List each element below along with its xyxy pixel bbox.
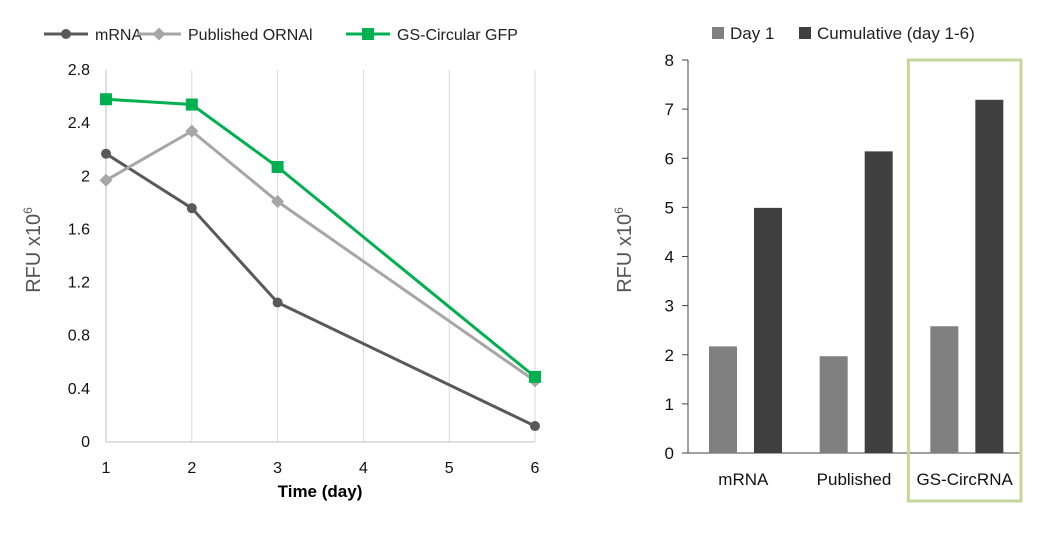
bar-chart-y-tick-label: 6 — [665, 149, 674, 168]
bar-chart: 0 1 2 3 4 5 6 7 8 mRNA Published GS-CircRNA Day 1 C… — [612, 24, 1023, 503]
line-chart-x-tick-label: 2 — [187, 460, 196, 477]
bar-cumulative-day-1-6-gs-circrna — [975, 99, 1004, 453]
data-point-published-ornal — [99, 173, 113, 187]
line-chart-x-tick-label: 1 — [102, 460, 111, 477]
bar-cumulative-day-1-6-mrna — [754, 207, 782, 453]
line-chart-legend: mRNA Published ORNAl GS-Circular GFP — [44, 27, 518, 44]
legend-swatch-cumulative-day-1-6 — [799, 27, 811, 39]
bar-chart-legend: Day 1 Cumulative (day 1-6) — [712, 24, 975, 43]
line-chart-x-axis-title: Time (day) — [278, 482, 363, 501]
series-line-gs-circular-gfp — [105, 97, 536, 379]
bar-chart-x-tick-label: mRNA — [718, 470, 769, 489]
bar-chart-y-tick-label: 0 — [665, 444, 674, 463]
line-chart-gridlines — [191, 70, 536, 442]
bar-chart-y-tick-label: 2 — [665, 346, 674, 365]
line-chart-x-ticks: 1 2 3 4 5 6 — [102, 460, 540, 477]
legend-label-cumulative-day-1-6: Cumulative (day 1-6) — [817, 24, 975, 43]
line-chart-y-ticks: 0 0.4 0.8 1.2 1.6 2 2.4 2.8 — [68, 62, 90, 451]
bar-chart-x-tick-label: GS-CircRNA — [916, 470, 1013, 489]
line-chart-y-tick-label: 0.4 — [68, 381, 90, 398]
bar-chart-y-tick-label: 7 — [665, 100, 674, 119]
bar-chart-y-tick-label: 4 — [665, 248, 674, 267]
bar-day-1-gs-circrna — [930, 326, 959, 453]
legend-marker-published-ornal — [152, 27, 166, 41]
data-point-gs-circular-gfp — [100, 93, 112, 106]
highlight-box — [906, 58, 1023, 503]
line-chart: 0 0.4 0.8 1.2 1.6 2 2.4 2.8 1 2 3 4 5 6 mRNA Publishe… — [21, 27, 542, 501]
data-point-gs-circular-gfp — [271, 160, 284, 173]
legend-label-day-1: Day 1 — [730, 24, 774, 43]
line-chart-x-tick-label: 3 — [273, 460, 282, 477]
line-chart-x-tick-label: 4 — [359, 460, 368, 477]
line-chart-y-tick-label: 1.2 — [68, 275, 90, 292]
line-chart-y-tick-label: 2.8 — [68, 62, 90, 79]
line-chart-y-tick-label: 2.4 — [68, 115, 90, 132]
line-chart-x-tick-label: 6 — [531, 460, 540, 477]
bar-chart-y-tick-label: 8 — [665, 51, 674, 70]
bar-day-1-published — [819, 356, 848, 453]
bar-day-1-mrna — [709, 346, 737, 453]
series-line-mrna — [105, 152, 536, 428]
bar-chart-y-tick-label: 5 — [665, 198, 674, 217]
line-chart-x-tick-label: 5 — [445, 460, 454, 477]
line-chart-y-tick-label: 0.8 — [68, 328, 90, 345]
data-point-mrna — [186, 203, 197, 214]
legend-marker-mrna — [61, 29, 71, 39]
legend-label-gs-circular-gfp: GS-Circular GFP — [397, 27, 518, 44]
line-chart-y-tick-label: 1.6 — [68, 221, 90, 238]
line-chart-y-tick-label: 2 — [81, 168, 90, 185]
bar-chart-x-tick-label: Published — [817, 470, 892, 489]
bar-chart-bars — [709, 99, 1004, 453]
data-point-gs-circular-gfp — [185, 98, 198, 111]
data-point-gs-circular-gfp — [529, 370, 541, 383]
data-point-published-ornal — [185, 124, 199, 138]
line-chart-y-tick-label: 0 — [81, 434, 90, 451]
series-line-published-ornal — [105, 129, 536, 383]
line-chart-y-axis-title: RFU x106 — [21, 207, 45, 293]
bar-cumulative-day-1-6-published — [864, 151, 893, 453]
data-point-mrna — [101, 148, 111, 159]
bar-chart-axes — [687, 60, 1020, 454]
bar-chart-y-tick-label: 1 — [665, 395, 674, 414]
data-point-mrna — [272, 297, 283, 308]
bar-chart-y-axis-title: RFU x106 — [612, 207, 636, 293]
line-chart-axes — [105, 70, 535, 443]
bar-chart-y-tick-label: 3 — [665, 297, 674, 316]
data-point-mrna — [530, 421, 540, 432]
data-point-published-ornal — [271, 195, 285, 209]
legend-swatch-day-1 — [712, 27, 724, 39]
line-chart-series — [99, 93, 542, 432]
legend-label-mrna: mRNA — [95, 27, 142, 44]
legend-label-published-ornal: Published ORNAl — [188, 27, 313, 44]
bar-chart-y-ticks: 0 1 2 3 4 5 6 7 8 — [665, 51, 688, 463]
bar-chart-x-ticks: mRNA Published GS-CircRNA — [718, 470, 1013, 489]
legend-marker-gs-circular-gfp — [362, 28, 374, 40]
